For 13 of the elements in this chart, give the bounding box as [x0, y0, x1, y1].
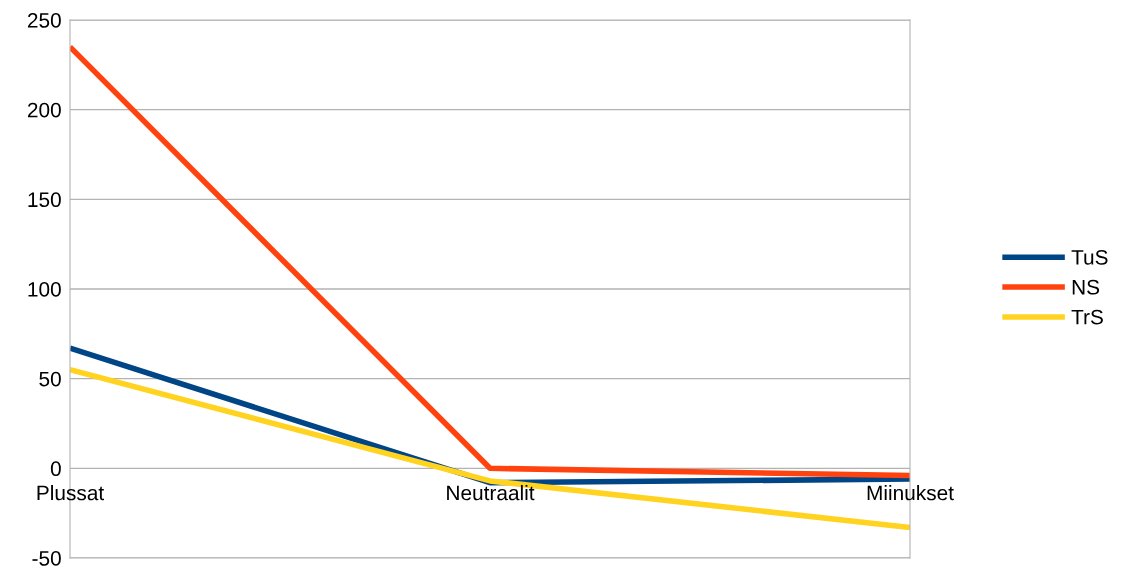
y-tick-label: 150	[28, 192, 61, 208]
y-tick-label: 250	[27, 13, 61, 28]
y-tick-label: 50	[39, 371, 61, 387]
y-tick-label: 200	[27, 102, 61, 118]
y-tick-label: 0	[50, 461, 61, 477]
y-tick-label: -50	[32, 551, 61, 566]
x-tick-label: Neutraalit	[447, 485, 535, 501]
x-tick-label: Plussat	[37, 485, 105, 501]
x-tick-label: Miinukset	[867, 485, 954, 501]
y-tick-label: 100	[28, 282, 61, 297]
legend-label: TrS	[1071, 309, 1103, 325]
legend-label: TuS	[1071, 250, 1108, 265]
legend-label: NS	[1072, 279, 1100, 295]
